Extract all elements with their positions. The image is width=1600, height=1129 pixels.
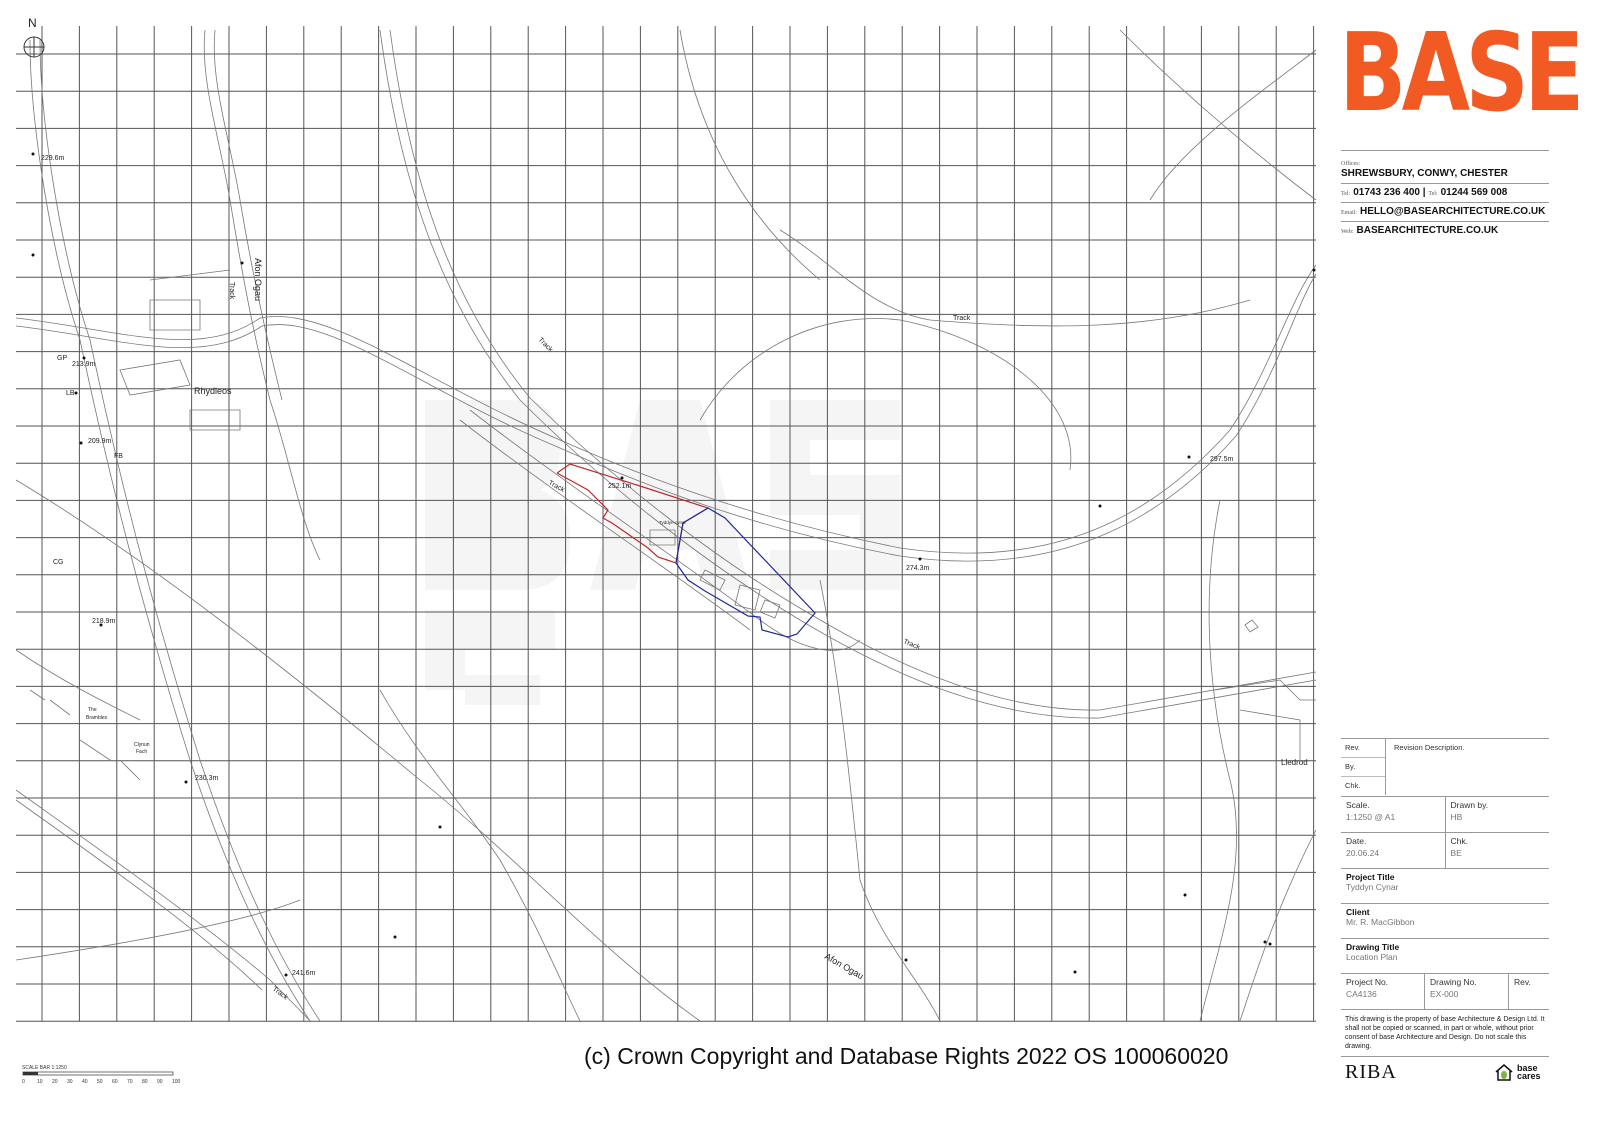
- drawing-title: Location Plan: [1346, 952, 1398, 962]
- label-track: Track: [953, 315, 971, 322]
- project-title-label: Project Title: [1346, 872, 1395, 882]
- rev-label: Rev.: [1514, 977, 1531, 987]
- label-track: Track: [271, 986, 290, 1002]
- label-spot-height: 209.9m: [88, 438, 112, 445]
- label-spot-height: 230.3m: [195, 775, 219, 782]
- title-block: Scale. 1:1250 @ A1 Drawn by. HB Date. 20.06…: [1341, 796, 1549, 1087]
- riba-logo: RIBA: [1345, 1060, 1397, 1083]
- tel-label: Tel:: [1341, 191, 1351, 197]
- scale-tick-label: 0: [22, 1079, 25, 1085]
- label-clynun-fach: Fach: [136, 749, 147, 755]
- revision-table: Rev. By. Chk. Revision Description.: [1341, 738, 1549, 795]
- label-rhydleos: Rhydleos: [194, 386, 232, 396]
- roads-and-features: [15, 29, 1317, 1022]
- label-lb: LB: [66, 390, 75, 397]
- email-label: Email:: [1341, 210, 1357, 216]
- north-label: N: [28, 16, 37, 30]
- label-tyddyn-cynar: Tyddyn-cynar: [659, 520, 687, 525]
- label-spot-height: 274.3m: [906, 565, 930, 572]
- site-boundary-red: [556, 463, 710, 564]
- copyright-notice: (c) Crown Copyright and Database Rights …: [584, 1043, 1229, 1069]
- watermark: [425, 400, 900, 705]
- scale-tick-label: 10: [37, 1079, 43, 1085]
- drawing-no-label: Drawing No.: [1430, 977, 1477, 987]
- house-leaf-icon: [1495, 1064, 1513, 1081]
- chk-label: Chk.: [1345, 781, 1361, 790]
- offices-label: Offices:: [1341, 161, 1361, 167]
- label-spot-height: 229.6m: [41, 155, 65, 162]
- drawn-by-value: HB: [1450, 812, 1463, 822]
- base-logo: BASE: [1339, 11, 1585, 136]
- scale-bar: SCALE BAR 1:1250 0 10 20 30 40 50 60 70 80 90 100: [22, 1065, 182, 1086]
- label-cg: CG: [53, 559, 64, 566]
- drawing-no: EX-000: [1430, 989, 1459, 999]
- checked-label: Chk.: [1450, 836, 1468, 846]
- label-spot-height: 241.6m: [292, 970, 316, 977]
- by-label: By.: [1341, 758, 1385, 777]
- tel-1: 01743 236 400 |: [1353, 187, 1426, 198]
- label-spot-height: 218.9m: [92, 618, 116, 625]
- label-spot-height: 252.1m: [608, 483, 632, 490]
- label-gp: GP: [57, 355, 67, 362]
- offices: SHREWSBURY, CONWY, CHESTER: [1341, 168, 1508, 179]
- label-fb: FB: [114, 453, 123, 460]
- scale-tick-label: 50: [97, 1079, 103, 1085]
- base-cares-logo: base cares: [1494, 1063, 1545, 1081]
- label-afon-ogau: Afon Ogau: [253, 258, 263, 301]
- scale-tick-label: 100: [172, 1079, 181, 1085]
- base-cares-text: base cares: [1517, 1063, 1541, 1081]
- ownership-boundary-blue: [675, 507, 816, 638]
- scale-bar-graphic: [22, 1071, 174, 1076]
- project-title: Tyddyn Cynar: [1346, 882, 1399, 892]
- label-afon-ogau: Afon Ogau: [823, 951, 865, 981]
- client-label: Client: [1346, 907, 1370, 917]
- drawing-title-label: Drawing Title: [1346, 942, 1400, 952]
- disclaimer: This drawing is the property of base Arc…: [1341, 1009, 1549, 1056]
- north-arrow-icon: [23, 36, 45, 58]
- tel-2: 01244 569 008: [1440, 187, 1508, 198]
- label-spot-height: 297.5m: [1210, 456, 1234, 463]
- label-track: Track: [228, 282, 235, 300]
- scale-bar-title: SCALE BAR 1:1250: [22, 1065, 67, 1071]
- label-the-brambles: Brambles: [86, 715, 108, 721]
- scale-tick-label: 40: [82, 1079, 88, 1085]
- date-value: 20.06.24: [1346, 848, 1380, 858]
- scale-tick-label: 70: [127, 1079, 133, 1085]
- map-grid: [16, 26, 1316, 1022]
- web-link[interactable]: BASEARCHITECTURE.CO.UK: [1356, 225, 1499, 236]
- scale-tick-label: 20: [52, 1079, 58, 1085]
- label-spot-height: 213.9m: [72, 361, 96, 368]
- scale-tick-label: 30: [67, 1079, 73, 1085]
- label-the-brambles: The: [88, 707, 97, 713]
- email-link[interactable]: HELLO@BASEARCHITECTURE.CO.UK: [1360, 206, 1546, 217]
- label-clynun-fach: Clynun: [134, 742, 150, 748]
- project-no-label: Project No.: [1346, 977, 1389, 987]
- spot-height-markers: [31, 152, 1316, 977]
- tel-label: Tel:: [1428, 191, 1438, 197]
- label-lledrod: Lledrod: [1281, 758, 1308, 767]
- rev-label: Rev.: [1341, 739, 1385, 758]
- date-label: Date.: [1346, 836, 1367, 846]
- project-no: CA4136: [1346, 989, 1377, 999]
- scale-tick-label: 80: [142, 1079, 148, 1085]
- map-labels: 229.6m Afon Ogau Track GP 213.9m LB Rhyd…: [41, 155, 1308, 1002]
- scale-tick-label: 90: [157, 1079, 163, 1085]
- client: Mr. R. MacGibbon: [1346, 917, 1415, 927]
- revision-description-label: Revision Description.: [1394, 743, 1465, 752]
- scale-label: Scale.: [1346, 800, 1370, 810]
- scale-tick-label: 60: [112, 1079, 118, 1085]
- checked-value: BE: [1450, 848, 1462, 858]
- scale-value: 1:1250 @ A1: [1346, 812, 1396, 822]
- web-label: Web:: [1341, 229, 1354, 235]
- drawn-by-label: Drawn by.: [1450, 800, 1489, 810]
- contact-block: Offices: SHREWSBURY, CONWY, CHESTER Tel: 0…: [1341, 150, 1549, 240]
